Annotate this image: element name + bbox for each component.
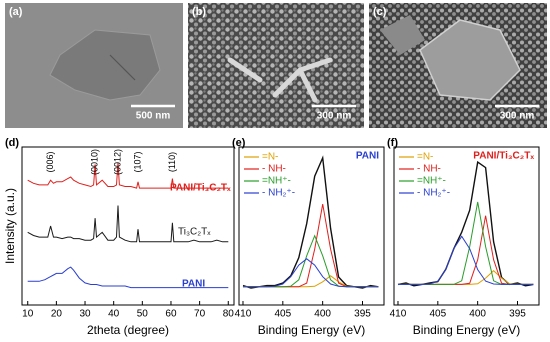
sem-image-b xyxy=(188,3,364,128)
plot-frame xyxy=(238,146,385,306)
legend-label: =N- xyxy=(262,152,278,163)
x-tick-label: 40 xyxy=(108,309,120,320)
legend-label: - NH₂⁺- xyxy=(417,188,450,199)
x-tick-label: 50 xyxy=(137,309,149,320)
x-tick-label: 10 xyxy=(22,309,34,320)
plot-frame xyxy=(393,146,540,306)
scale-bar-label: 300 nm xyxy=(500,111,535,122)
x-tick-label: 400 xyxy=(314,309,331,320)
series-line xyxy=(243,275,379,288)
x-tick-label: 20 xyxy=(51,309,63,320)
peak-label: (0012) xyxy=(112,149,122,175)
peak-label: (110) xyxy=(167,152,177,172)
panel-label: (f) xyxy=(387,137,398,149)
series-label: Ti₃C₂Tₓ xyxy=(178,227,211,238)
x-tick-label: 405 xyxy=(429,309,446,320)
x-axis-label: 2theta (degree) xyxy=(87,323,169,337)
series-line xyxy=(398,215,534,285)
x-tick-label: 60 xyxy=(165,309,177,320)
panel-label: (e) xyxy=(232,137,246,149)
x-tick-label: 395 xyxy=(354,309,371,320)
peak-label: (0010) xyxy=(89,149,99,175)
x-axis-label: Binding Energy (eV) xyxy=(258,323,365,337)
legend-label: - NH- xyxy=(262,164,286,175)
image-label: (a) xyxy=(9,6,23,18)
x-tick-label: 30 xyxy=(79,309,91,320)
series-label: PANI/Ti₃C₂Tₓ xyxy=(170,183,231,194)
x-tick-label: 70 xyxy=(194,309,206,320)
sem-image-a xyxy=(5,3,183,128)
series-line xyxy=(398,270,534,285)
series-line xyxy=(27,162,229,189)
legend-label: - NH₂⁺- xyxy=(262,188,295,199)
x-tick-label: 400 xyxy=(469,309,486,320)
series-line xyxy=(243,258,379,288)
series-line xyxy=(27,266,229,289)
y-axis-label: Intensity (a.u.) xyxy=(3,188,17,264)
x-tick-label: 395 xyxy=(509,309,526,320)
sem-image-c xyxy=(369,3,547,128)
plot-frame xyxy=(21,146,235,306)
legend-label: =N- xyxy=(417,152,433,163)
chart-title: PANI/Ti₃C₂Tₓ xyxy=(473,151,534,162)
image-label: (b) xyxy=(192,6,206,18)
series-line xyxy=(243,234,379,288)
legend-label: =NH⁺- xyxy=(417,176,446,187)
chart-title: PANI xyxy=(356,151,379,162)
panel-label: (d) xyxy=(5,137,19,149)
series-line xyxy=(27,205,229,243)
legend-label: =NH⁺- xyxy=(262,176,291,187)
series-label: PANI xyxy=(182,279,205,290)
peak-label: (006) xyxy=(45,151,55,172)
image-label: (c) xyxy=(373,6,387,18)
x-tick-label: 410 xyxy=(390,309,407,320)
peak-label: (107) xyxy=(132,151,142,172)
x-tick-label: 405 xyxy=(274,309,291,320)
legend-label: - NH- xyxy=(417,164,441,175)
scale-bar-label: 300 nm xyxy=(317,111,352,122)
x-tick-label: 80 xyxy=(223,309,235,320)
x-axis-label: Binding Energy (eV) xyxy=(413,323,520,337)
scale-bar-label: 500 nm xyxy=(136,111,171,122)
x-tick-label: 410 xyxy=(235,309,252,320)
series-line xyxy=(398,235,534,285)
